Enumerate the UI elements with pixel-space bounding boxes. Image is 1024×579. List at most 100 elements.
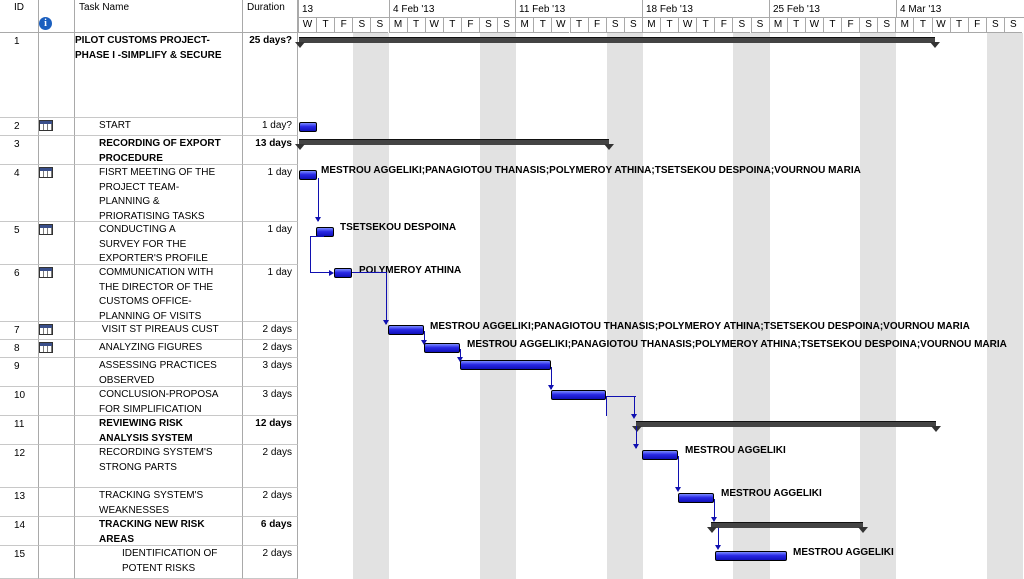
- timescale-day-label: S: [352, 18, 371, 33]
- timescale-day-label: W: [298, 18, 316, 33]
- task-calendar-icon[interactable]: [39, 342, 53, 353]
- indicator-cell: [39, 136, 75, 165]
- summary-end-marker: [295, 144, 305, 150]
- task-bar[interactable]: [316, 227, 334, 237]
- timescale-week-label: 4 Feb '13: [389, 0, 515, 18]
- row-id-cell[interactable]: 9: [0, 358, 39, 387]
- row-id-cell[interactable]: 1: [0, 33, 39, 118]
- duration-cell[interactable]: 2 days: [243, 322, 298, 340]
- duration-cell[interactable]: 25 days?: [243, 33, 298, 118]
- task-bar[interactable]: [299, 122, 317, 132]
- task-name-cell[interactable]: COMMUNICATION WITH THE DIRECTOR OF THE C…: [75, 265, 243, 322]
- duration-cell[interactable]: 3 days: [243, 387, 298, 416]
- task-bar[interactable]: [388, 325, 424, 335]
- link-arrow: [548, 385, 554, 390]
- indicator-cell: [39, 118, 75, 136]
- task-bar[interactable]: [460, 360, 551, 370]
- gantt-chart[interactable]: 13 4 Feb '13 11 Feb '13 18 Feb '13 25 Feb '1…: [295, 0, 1024, 579]
- task-name-cell[interactable]: RECORDING OF EXPORT PROCEDURE: [75, 136, 243, 165]
- task-table: ID i Task Name Duration 1 PILOT CUSTOMS P…: [0, 0, 298, 579]
- weekend-shading: [860, 33, 897, 579]
- task-calendar-icon[interactable]: [39, 267, 53, 278]
- duration-cell[interactable]: 13 days: [243, 136, 298, 165]
- timescale-day-label: S: [370, 18, 389, 33]
- row-id-cell[interactable]: 4: [0, 165, 39, 222]
- duration-cell[interactable]: 2 days: [243, 445, 298, 488]
- task-calendar-icon[interactable]: [39, 324, 53, 335]
- task-bar[interactable]: [642, 450, 678, 460]
- timescale-day-label: T: [913, 18, 932, 33]
- duration-cell[interactable]: 2 days: [243, 488, 298, 517]
- task-name-header-label: Task Name: [79, 2, 130, 13]
- weekend-shading: [353, 33, 390, 579]
- duration-cell[interactable]: 1 day: [243, 222, 298, 265]
- duration-cell[interactable]: 1 day: [243, 265, 298, 322]
- timescale-day-label: S: [750, 18, 769, 33]
- link-line: [718, 528, 719, 548]
- resource-name-label: POLYMEROY ATHINA: [359, 265, 462, 276]
- row-id-cell[interactable]: 2: [0, 118, 39, 136]
- task-name-cell[interactable]: RECORDING SYSTEM'S STRONG PARTS: [75, 445, 243, 488]
- task-bar[interactable]: [299, 170, 317, 180]
- task-name-cell[interactable]: TRACKING SYSTEM'S WEAKNESSES: [75, 488, 243, 517]
- task-name-cell[interactable]: START: [75, 118, 243, 136]
- row-id-cell[interactable]: 5: [0, 222, 39, 265]
- link-arrow: [383, 320, 389, 325]
- duration-cell[interactable]: 2 days: [243, 546, 298, 579]
- duration-cell[interactable]: 3 days: [243, 358, 298, 387]
- task-calendar-icon[interactable]: [39, 167, 53, 178]
- row-id-cell[interactable]: 8: [0, 340, 39, 358]
- task-bar[interactable]: [334, 268, 352, 278]
- task-name-cell[interactable]: VISIT ST PIREAUS CUST: [75, 322, 243, 340]
- timescale-day-label: S: [732, 18, 751, 33]
- link-arrow: [631, 414, 637, 419]
- row-id-cell[interactable]: 7: [0, 322, 39, 340]
- task-calendar-icon[interactable]: [39, 224, 53, 235]
- id-column-header[interactable]: ID: [0, 0, 39, 33]
- link-arrow: [421, 340, 427, 345]
- row-id-cell[interactable]: 13: [0, 488, 39, 517]
- task-name-cell[interactable]: CONDUCTING A SURVEY FOR THE EXPORTER'S P…: [75, 222, 243, 265]
- task-name-cell[interactable]: ANALYZING FIGURES: [75, 340, 243, 358]
- row-id-cell[interactable]: 11: [0, 416, 39, 445]
- task-name-cell[interactable]: IDENTIFICATION OF POTENT RISKS: [75, 546, 243, 579]
- duration-column-header[interactable]: Duration: [243, 0, 298, 33]
- summary-bar[interactable]: [711, 522, 863, 528]
- task-name-cell[interactable]: CONCLUSION-PROPOSA FOR SIMPLIFICATION: [75, 387, 243, 416]
- timescale-day-label: S: [1003, 18, 1022, 33]
- task-bar[interactable]: [715, 551, 787, 561]
- summary-bar[interactable]: [636, 421, 936, 427]
- timescale-day-label: W: [804, 18, 823, 33]
- summary-bar[interactable]: [299, 139, 609, 145]
- task-bar[interactable]: [551, 390, 606, 400]
- row-id-cell[interactable]: 6: [0, 265, 39, 322]
- duration-cell[interactable]: 2 days: [243, 340, 298, 358]
- summary-end-marker: [931, 426, 941, 432]
- task-name-column-header[interactable]: Task Name: [75, 0, 243, 33]
- summary-bar[interactable]: [299, 37, 935, 43]
- timescale-week-label: 13: [298, 0, 389, 18]
- task-name-cell[interactable]: REVIEWING RISK ANALYSIS SYSTEM: [75, 416, 243, 445]
- task-bar[interactable]: [424, 343, 460, 353]
- row-id-cell[interactable]: 12: [0, 445, 39, 488]
- task-name-cell[interactable]: ASSESSING PRACTICES OBSERVED: [75, 358, 243, 387]
- task-name-cell[interactable]: PILOT CUSTOMS PROJECT- PHASE I -SIMPLIFY…: [75, 33, 243, 118]
- task-calendar-icon[interactable]: [39, 120, 53, 131]
- row-id-cell[interactable]: 3: [0, 136, 39, 165]
- duration-cell[interactable]: 1 day?: [243, 118, 298, 136]
- resource-name-label: TSETSEKOU DESPOINA: [340, 222, 457, 233]
- indicator-cell: [39, 546, 75, 579]
- task-name-cell[interactable]: TRACKING NEW RISK AREAS: [75, 517, 243, 546]
- duration-cell[interactable]: 1 day: [243, 165, 298, 222]
- timescale-day-label: M: [641, 18, 660, 33]
- row-id-cell[interactable]: 14: [0, 517, 39, 546]
- row-id-cell[interactable]: 15: [0, 546, 39, 579]
- task-name-cell[interactable]: FISRT MEETING OF THE PROJECT TEAM- PLANN…: [75, 165, 243, 222]
- row-id-cell[interactable]: 10: [0, 387, 39, 416]
- duration-cell[interactable]: 12 days: [243, 416, 298, 445]
- indicators-column-header[interactable]: i: [39, 0, 75, 33]
- duration-cell[interactable]: 6 days: [243, 517, 298, 546]
- task-bar[interactable]: [678, 493, 714, 503]
- link-line: [460, 349, 461, 362]
- resource-name-label: MESTROU AGGELIKI;PANAGIOTOU THANASIS;POL…: [430, 321, 970, 332]
